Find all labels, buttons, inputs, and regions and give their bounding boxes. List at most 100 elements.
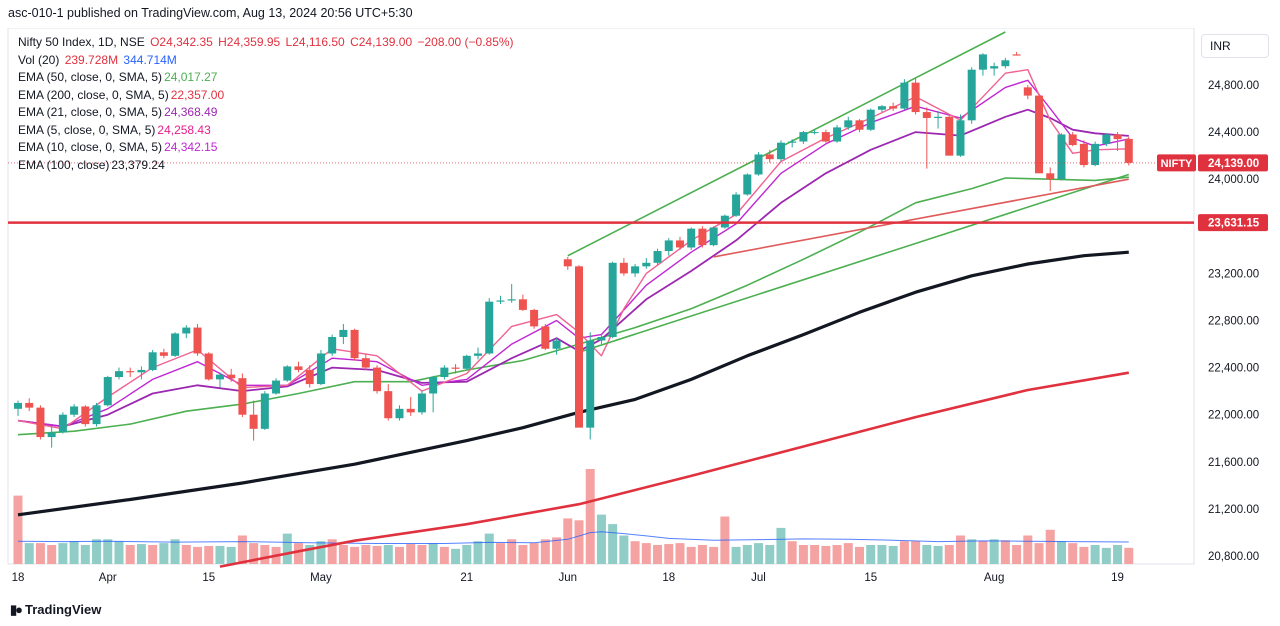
candle-body[interactable] [844,120,853,128]
candle-body[interactable] [821,132,830,142]
candle-body[interactable] [934,116,943,118]
candle-body[interactable] [743,174,752,195]
candle-body[interactable] [1046,173,1055,180]
legend-main-series[interactable]: Nifty 50 Index, 1D, NSE O24,342.35 H24,3… [18,34,514,52]
candle-body[interactable] [698,228,707,246]
candle-body[interactable] [732,194,741,216]
legend-ema-5[interactable]: EMA (100, close) 23,379.24 [18,157,514,175]
currency-selector[interactable]: INR [1201,34,1269,58]
trendline-channel-upper[interactable] [567,31,1006,257]
candle-body[interactable] [395,408,404,419]
candle-body[interactable] [272,380,281,394]
candle-body[interactable] [1057,134,1066,180]
candle-body[interactable] [1102,134,1111,144]
candle-body[interactable] [597,336,606,341]
candle-body[interactable] [687,228,696,248]
candle-body[interactable] [765,154,774,160]
candle-body[interactable] [148,352,157,370]
candle-body[interactable] [956,120,965,156]
candle-body[interactable] [810,132,819,134]
candle-body[interactable] [350,329,359,359]
candle-body[interactable] [137,369,146,373]
candle-body[interactable] [776,142,785,160]
candle-body[interactable] [103,377,112,406]
candle-body[interactable] [1079,143,1088,166]
ema-line-ema200[interactable] [219,371,1130,568]
legend-volume[interactable]: Vol (20) 239.728M 344.714M [18,52,514,70]
candle-body[interactable] [47,432,56,438]
legend-ema-4[interactable]: EMA (10, close, 0, SMA, 5) 24,342.15 [18,139,514,157]
candle-body[interactable] [619,262,628,274]
candle-body[interactable] [440,367,449,378]
candle-body[interactable] [260,393,269,429]
plot-area[interactable] [7,28,1195,565]
candle-body[interactable] [305,369,314,385]
candle-body[interactable] [1023,87,1032,96]
candle-body[interactable] [171,333,180,356]
tradingview-logo[interactable]: ▮● TradingView [10,602,101,618]
candle-body[interactable] [92,405,101,425]
candle-body[interactable] [642,262,651,267]
candle-body[interactable] [1012,54,1021,56]
candle-body[interactable] [193,327,202,354]
candle-body[interactable] [474,353,483,356]
legend-ema-2[interactable]: EMA (21, close, 0, SMA, 5) 24,368.49 [18,104,514,122]
candle-body[interactable] [36,407,45,438]
candle-body[interactable] [14,402,22,409]
candle-body[interactable] [204,353,213,380]
candle-body[interactable] [227,374,236,379]
candle-body[interactable] [361,358,370,368]
candle-body[interactable] [294,366,303,370]
candle-body[interactable] [799,132,808,142]
candle-body[interactable] [563,259,572,267]
candle-body[interactable] [384,391,393,419]
candle-body[interactable] [328,336,337,354]
candle-body[interactable] [978,54,987,70]
candle-body[interactable] [877,106,886,110]
candle-body[interactable] [1113,134,1122,140]
candle-body[interactable] [709,227,718,246]
candle-body[interactable] [114,371,123,378]
candle-body[interactable] [833,127,842,142]
candle-body[interactable] [238,378,247,415]
support-price-label[interactable]: 23,631.15 [1198,214,1268,232]
candle-body[interactable] [664,240,673,252]
candle-body[interactable] [1068,134,1077,146]
candle-body[interactable] [215,374,224,380]
candle-body[interactable] [552,340,561,349]
ema-line-ema100[interactable] [17,250,1129,517]
legend-ema-3[interactable]: EMA (5, close, 0, SMA, 5) 24,258.43 [18,122,514,140]
candle-body[interactable] [417,393,426,413]
candle-body[interactable] [81,406,90,425]
candle-body[interactable] [653,251,662,263]
symbol-tag[interactable]: NIFTY [1157,154,1196,172]
candle-body[interactable] [1035,95,1044,174]
candle-body[interactable] [126,371,135,373]
candle-body[interactable] [1091,143,1100,166]
trendline-trendline[interactable] [713,178,1129,258]
candle-body[interactable] [530,309,539,327]
candle-body[interactable] [507,299,516,301]
candle-body[interactable] [462,355,471,369]
candle-body[interactable] [855,120,864,130]
candle-body[interactable] [608,262,617,337]
candle-body[interactable] [339,329,348,337]
ema-line-ema50[interactable] [17,176,1129,436]
candle-body[interactable] [429,377,438,394]
candle-body[interactable] [249,414,258,429]
candle-body[interactable] [675,240,684,248]
candle-body[interactable] [182,327,191,334]
candle-body[interactable] [58,414,67,433]
candle-body[interactable] [25,402,34,408]
candle-body[interactable] [485,301,494,354]
candle-body[interactable] [922,112,931,118]
candle-body[interactable] [283,366,292,381]
candle-body[interactable] [945,116,954,156]
candle-body[interactable] [496,300,505,302]
candle-body[interactable] [70,406,79,415]
candle-body[interactable] [788,141,797,143]
candle-body[interactable] [911,82,920,113]
candle-body[interactable] [575,266,583,428]
last-price-label[interactable]: 24,139.00 [1198,154,1268,172]
price-chart[interactable]: 24,800.00 24,400.00 24,000.00 23,200.00 22,8… [0,28,1280,596]
